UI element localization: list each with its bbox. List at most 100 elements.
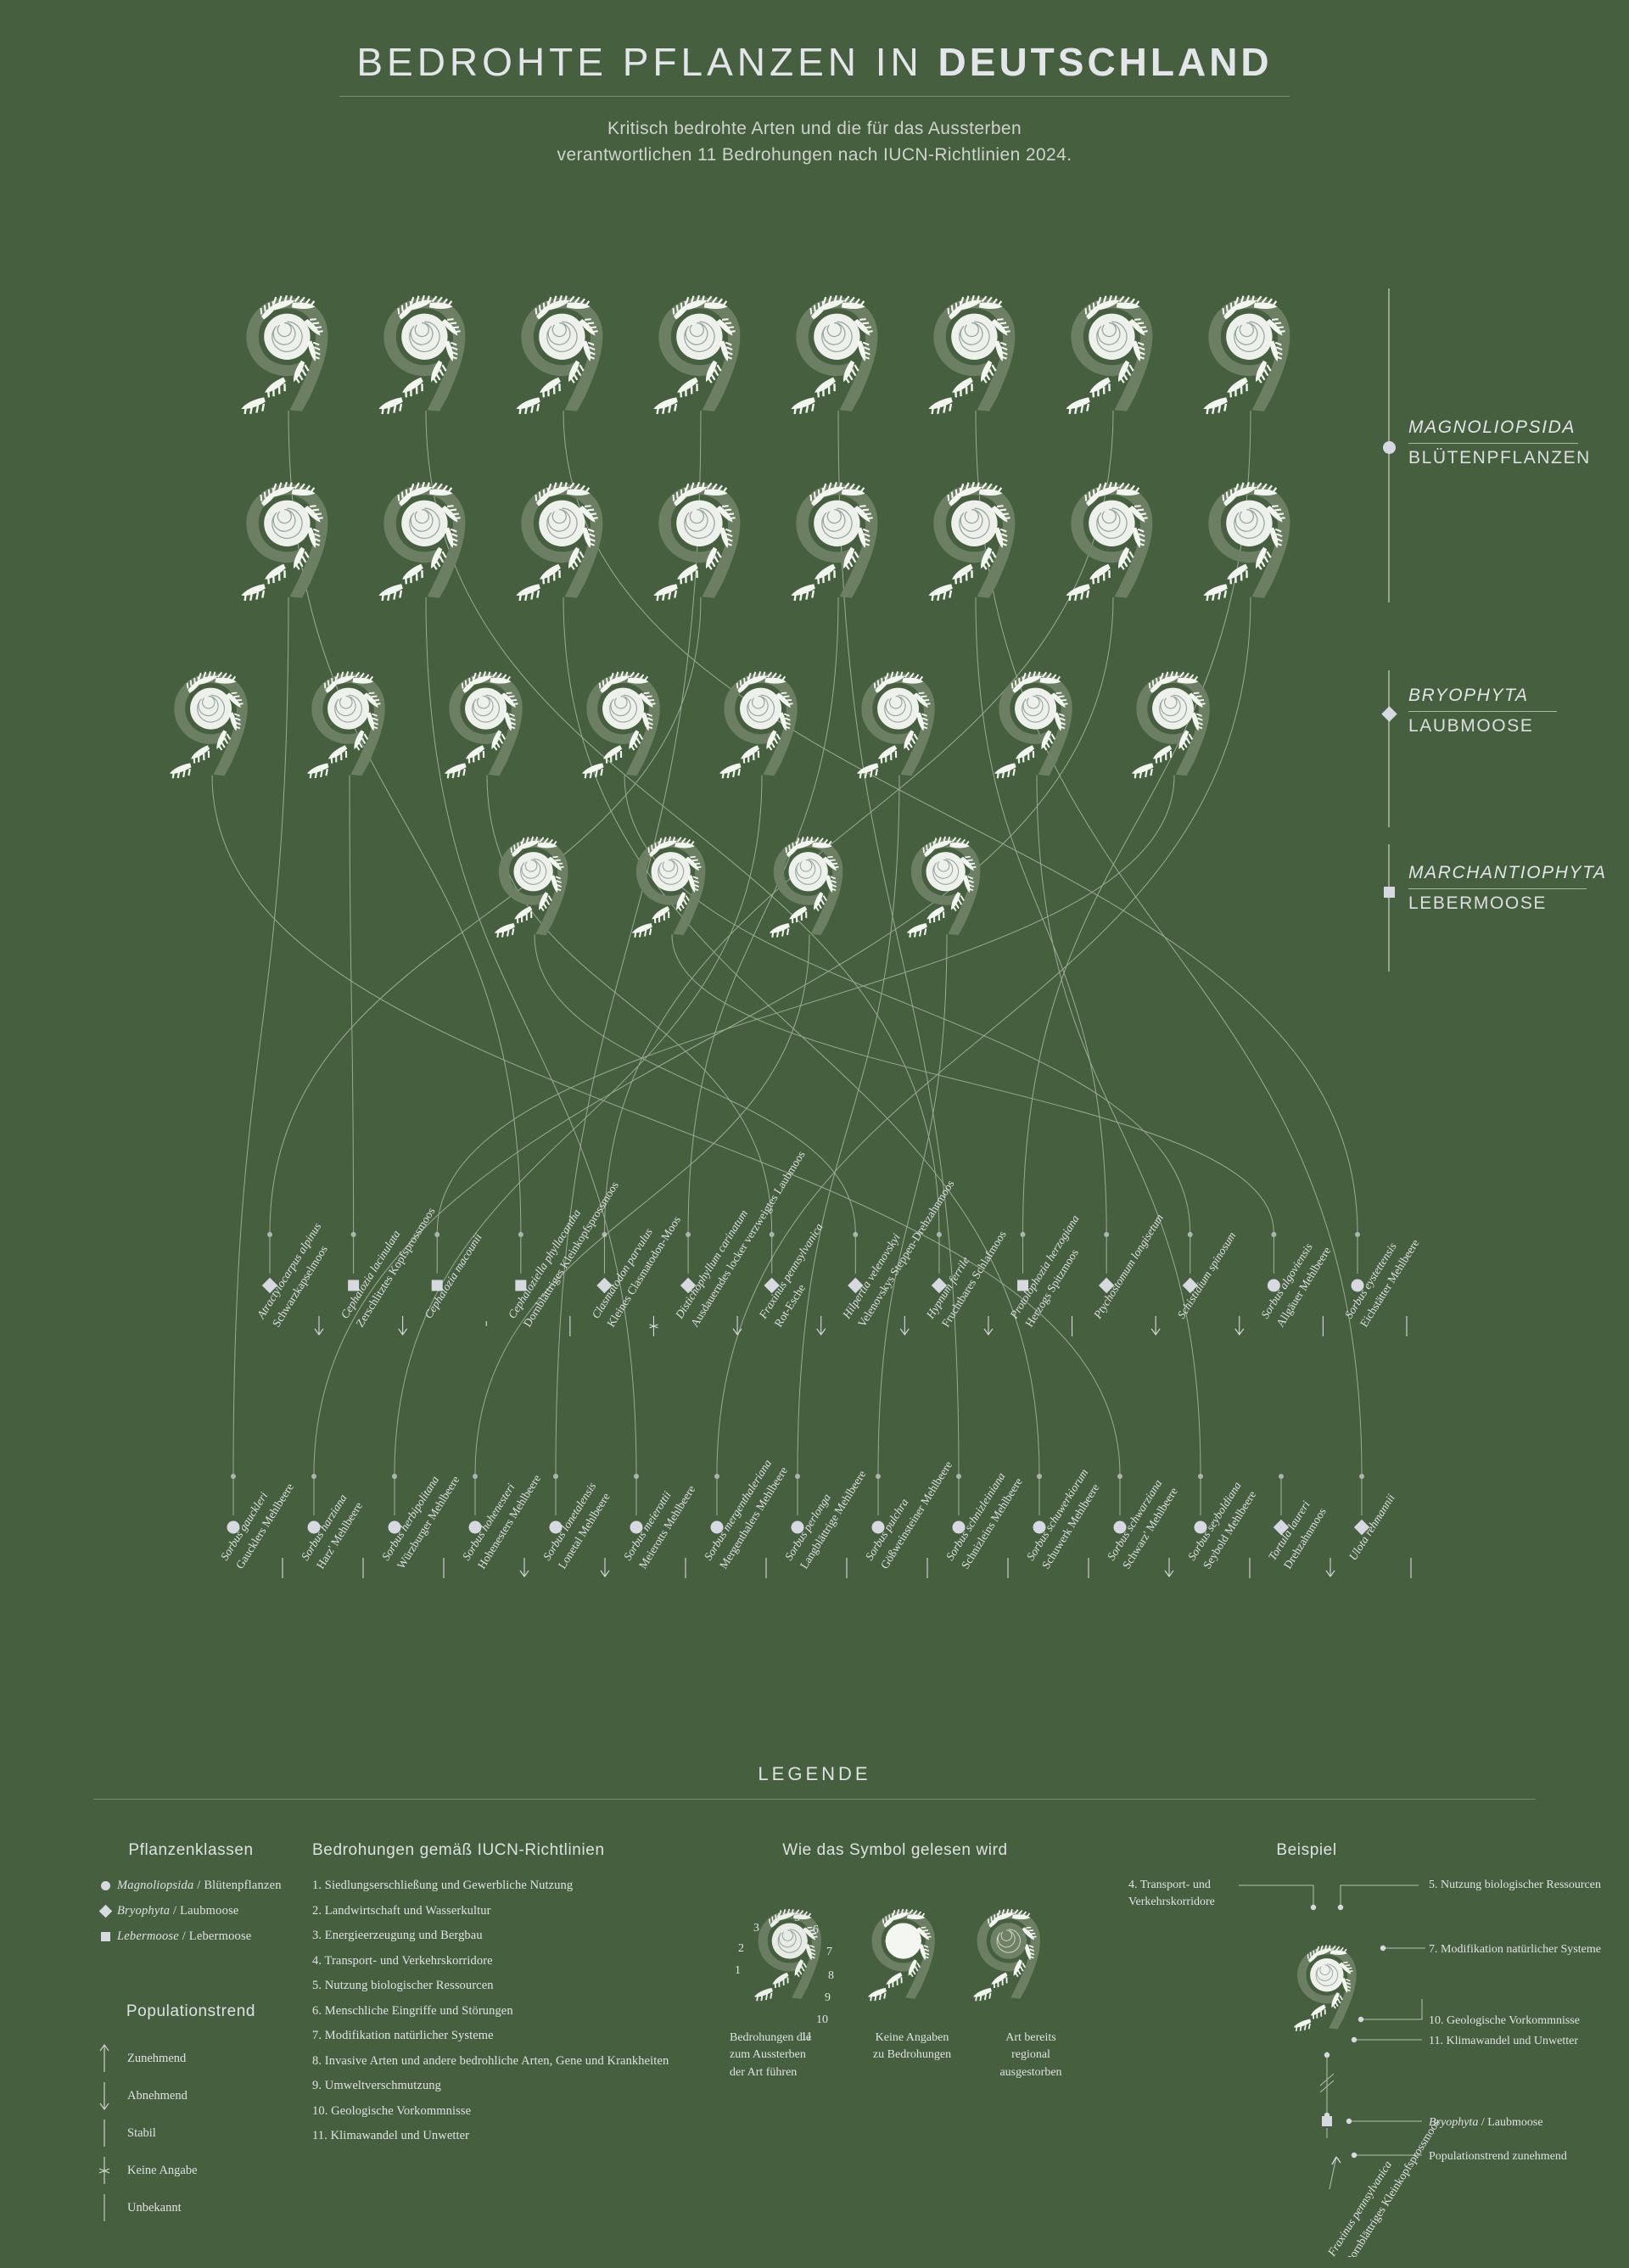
class-label-magnoliopsida: MAGNOLIOPSIDA BLÜTENPFLANZEN	[1408, 417, 1629, 468]
frond-symbol	[651, 479, 742, 605]
species-marker-lower-2	[388, 1520, 401, 1534]
legend-class-sep-0: /	[193, 1879, 204, 1892]
legend-threat-item-4: 4. Transport- und Verkehrskorridore	[312, 1953, 493, 1968]
species-marker-upper-10	[1098, 1277, 1115, 1294]
legend-class-item-bryophyta: Bryophyta / Laubmoose	[93, 1904, 288, 1918]
class-divider-magnoliopsida	[1408, 443, 1578, 444]
species-marker-upper-8	[931, 1277, 948, 1294]
example-callout-11: 11. Klimawandel und Unwetter	[1429, 2033, 1629, 2050]
class-axis-line-marchantiophyta	[1388, 844, 1390, 972]
frond-symbol	[167, 669, 249, 781]
symbol-number-1: 1	[735, 1964, 741, 1977]
legend-threat-item-3: 3. Energieerzeugung und Bergbau	[312, 1929, 483, 1942]
species-link	[975, 410, 1363, 1476]
frond-symbol	[238, 479, 329, 605]
class-divider-marchantiophyta	[1408, 888, 1587, 889]
frond-symbol	[854, 669, 936, 781]
legend-trend-label-1: Abnehmend	[127, 2088, 188, 2103]
species-stem-dot	[769, 1232, 775, 1237]
trend-decreasing-icon	[1150, 1316, 1161, 1336]
callout-line: Populationstrend zunehmend	[1429, 2150, 1567, 2163]
example-dots	[1310, 1904, 1386, 2159]
trend-none-icon	[104, 2194, 105, 2221]
legend-threat-item-9: 9. Umweltverschmutzung	[312, 2079, 442, 2092]
trend-decreasing-icon	[1234, 1316, 1245, 1336]
legend-threat-item-11: 11. Klimawandel und Unwetter	[312, 2129, 470, 2142]
frond-symbol	[767, 833, 844, 941]
trend-star-icon	[98, 2157, 110, 2184]
species-link	[603, 410, 1114, 1234]
species-link	[837, 410, 960, 1476]
legend-class-common-1: Laubmoose	[180, 1904, 239, 1918]
species-stem-dot	[473, 1474, 478, 1479]
frond-symbol	[992, 669, 1073, 781]
species-stem-dot	[714, 1474, 719, 1479]
species-stem-dot	[311, 1474, 316, 1479]
species-marker-upper-1	[348, 1280, 360, 1291]
legend-trend-row-stable: Stabil	[93, 2114, 288, 2152]
page-header: BEDROHTE PFLANZEN IN DEUTSCHLAND Kritisc…	[0, 0, 1629, 169]
page-subtitle: Kritisch bedrohte Arten und die für das …	[0, 115, 1629, 169]
symbol-number-2: 2	[738, 1942, 744, 1955]
example-class-sep: /	[1478, 2116, 1488, 2129]
class-label-marchantiophyta: MARCHANTIOPHYTA LEBERMOOSE	[1408, 863, 1629, 914]
symbol-number-11: 11	[801, 2030, 812, 2043]
species-stem-dot	[1271, 1232, 1277, 1237]
species-stem-dot	[1104, 1232, 1110, 1237]
legend-threat-item-2: 2. Landwirtschaft und Wasserkultur	[312, 1903, 491, 1918]
frond-symbols	[167, 292, 1291, 941]
frond-symbol	[926, 479, 1016, 605]
frond-symbol	[238, 292, 329, 418]
callout-line: 7. Modifikation natürlicher Systeme	[1429, 1943, 1601, 1956]
example-class-sci: Bryophyta	[1429, 2116, 1479, 2129]
trend-stable-icon	[104, 2120, 105, 2147]
symbol-number-7: 7	[826, 1946, 832, 1958]
species-marker-lower-0	[227, 1520, 240, 1534]
frond-symbol	[1201, 479, 1291, 605]
species-stem-dot	[231, 1474, 236, 1479]
example-callout-5: 5. Nutzung biologischer Ressourcen	[1429, 1877, 1629, 1894]
legend-threat-item-1: 1. Siedlungserschließung und Gewerbliche…	[312, 1879, 574, 1892]
legend-trend-label-4: Unbekannt	[127, 2200, 182, 2215]
legend-example: Beispiel	[1179, 1841, 1434, 1879]
trend-decreasing-icon	[816, 1316, 826, 1336]
symbol-number-9: 9	[825, 1991, 831, 2004]
example-leader-lines	[1239, 1884, 1425, 2156]
frond-symbol	[926, 292, 1016, 418]
example-trend-arrow-icon	[1331, 2156, 1341, 2165]
species-marker-lower-13	[1273, 1519, 1290, 1536]
symbol-number-5: 5	[794, 1912, 800, 1924]
legend-class-item-magnoliopsida: Magnoliopsida / Blütenpflanzen	[93, 1879, 288, 1893]
symbol-caption-extinct: Art bereits regional ausgestorben	[967, 2030, 1094, 2081]
legend-threat-item-6: 6. Menschliche Eingriffe und Störungen	[312, 2003, 513, 2018]
species-marker-lower-1	[307, 1520, 321, 1534]
caption-line: zum Aussterben	[730, 2048, 806, 2062]
legend-population-trend: Populationstrend Zunehmend Abnehmend Sta…	[93, 2002, 288, 2226]
page-title-light: BEDROHTE PFLANZEN IN	[356, 40, 938, 84]
species-stem-dot	[1117, 1474, 1122, 1479]
species-marker-upper-13	[1351, 1279, 1364, 1292]
species-stem-dot	[553, 1474, 558, 1479]
trend-decreasing-icon	[519, 1558, 529, 1577]
example-callout-10: 10. Geologische Vorkommnisse	[1429, 2013, 1629, 2030]
species-link	[349, 775, 355, 1234]
species-stem-dot	[1187, 1232, 1193, 1237]
legend-class-sep-2: /	[178, 1929, 189, 1943]
example-callout-4: 4. Transport- und Verkehrskorridore	[1128, 1877, 1273, 1910]
frond-symbol	[376, 292, 467, 418]
legend-plant-classes: Pflanzenklassen Magnoliopsida / Blütenpf…	[93, 1841, 288, 1955]
callout-line: Verkehrskorridore	[1128, 1895, 1215, 1908]
frond-symbol	[630, 833, 707, 941]
species-stem-dot	[392, 1474, 397, 1479]
species-stem-dot	[795, 1474, 800, 1479]
legend-title: LEGENDE	[758, 1763, 871, 1784]
species-stem-dot	[1198, 1474, 1203, 1479]
species-sci-upper-10: Ptychostomum longisetum	[1090, 1212, 1166, 1322]
frond-symbol	[492, 833, 569, 941]
species-stem-dot	[876, 1474, 881, 1479]
legend-divider	[93, 1799, 1536, 1800]
page-subtitle-line1: Kritisch bedrohte Arten und die für das …	[607, 118, 1022, 138]
class-node-marchantiophyta	[1384, 887, 1395, 898]
